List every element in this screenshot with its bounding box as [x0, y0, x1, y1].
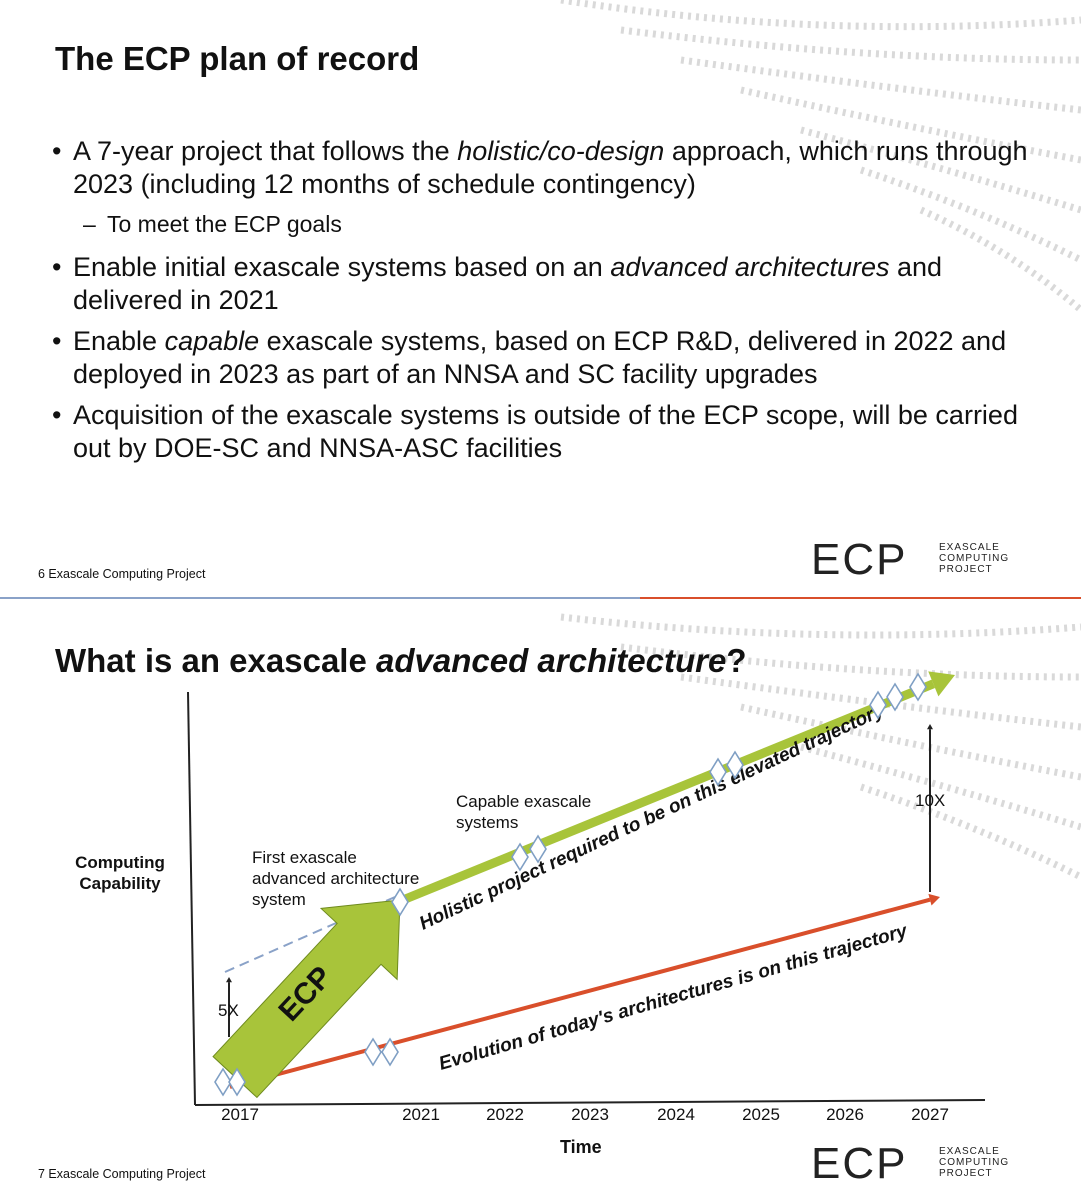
system-diamond-marker [391, 887, 409, 917]
gap-10x-label: 10X [915, 791, 946, 810]
x-tick-label: 2027 [911, 1105, 949, 1124]
x-tick-label: 2026 [826, 1105, 864, 1124]
system-diamond-marker [709, 757, 727, 787]
ecp-logo: ECP EXASCALE COMPUTING PROJECT [811, 1142, 1021, 1186]
logo-tagline: EXASCALE COMPUTING PROJECT [939, 542, 1010, 575]
ecp-logo: ECP EXASCALE COMPUTING PROJECT [811, 538, 1021, 582]
slide-top-rule [0, 597, 1081, 599]
slide-footer: 6 Exascale Computing Project [38, 567, 206, 581]
slide-advanced-architecture: What is an exascale advanced architectur… [0, 597, 1081, 1200]
bullet-list: A 7-year project that follows the holist… [52, 135, 1042, 473]
bullet-item: Acquisition of the exascale systems is o… [52, 399, 1042, 465]
gap-5x-label: 5X [218, 1001, 239, 1020]
x-tick-label: 2023 [571, 1105, 609, 1124]
x-axis-label: Time [560, 1137, 602, 1157]
page-title: What is an exascale advanced architectur… [55, 642, 747, 679]
system-diamond-marker [364, 1037, 382, 1067]
elevated-trajectory-arrowhead [928, 671, 955, 697]
system-diamond-marker [228, 1067, 246, 1097]
baseline-trajectory-label: Evolution of today's architectures is on… [437, 920, 911, 1075]
system-diamond-marker [529, 834, 547, 864]
gap-5x-arrow-arrowhead [226, 977, 232, 983]
y-axis [187, 691, 196, 1106]
gap-10x-arrow-arrowhead [927, 724, 933, 730]
baseline-trajectory-line [229, 897, 931, 1089]
system-diamond-marker [511, 842, 529, 872]
system-diamond-marker [726, 750, 744, 780]
system-diamond-marker [869, 690, 887, 720]
system-diamond-marker [214, 1067, 232, 1097]
first-system-annotation: First exascale advanced architecture sys… [252, 848, 420, 909]
x-axis [194, 1099, 986, 1106]
page-title: The ECP plan of record [55, 40, 420, 77]
x-tick-label: 2024 [657, 1105, 695, 1124]
x-tick-label: 2021 [402, 1105, 440, 1124]
system-diamond-marker [909, 672, 927, 702]
x-tick-label: 2025 [742, 1105, 780, 1124]
ecp-block-arrow [212, 899, 401, 1099]
capable-systems-annotation: Capable exascale systems [456, 792, 592, 832]
system-diamond-marker [381, 1037, 399, 1067]
logo-tagline: EXASCALE COMPUTING PROJECT [939, 1146, 1010, 1179]
slide-footer: 7 Exascale Computing Project [38, 1167, 206, 1181]
system-diamond-marker [886, 682, 904, 712]
sub-bullet-item: To meet the ECP goals [52, 209, 1042, 239]
logo-mark: ECP [811, 535, 908, 584]
bullet-item: A 7-year project that follows the holist… [52, 135, 1042, 201]
baseline-trajectory-arrowhead [928, 893, 940, 906]
bullet-item: Enable capable exascale systems, based o… [52, 325, 1042, 391]
x-tick-label: 2017 [221, 1105, 259, 1124]
slide-ecp-plan-of-record: The ECP plan of record A 7-year project … [0, 0, 1081, 597]
binary-swirl-decoration [560, 613, 1081, 881]
elevated-trajectory-line [396, 679, 936, 907]
bullet-item: Enable initial exascale systems based on… [52, 251, 1042, 317]
x-tick-label: 2022 [486, 1105, 524, 1124]
y-axis-label: Computing Capability [75, 853, 165, 893]
logo-mark: ECP [811, 1139, 908, 1188]
